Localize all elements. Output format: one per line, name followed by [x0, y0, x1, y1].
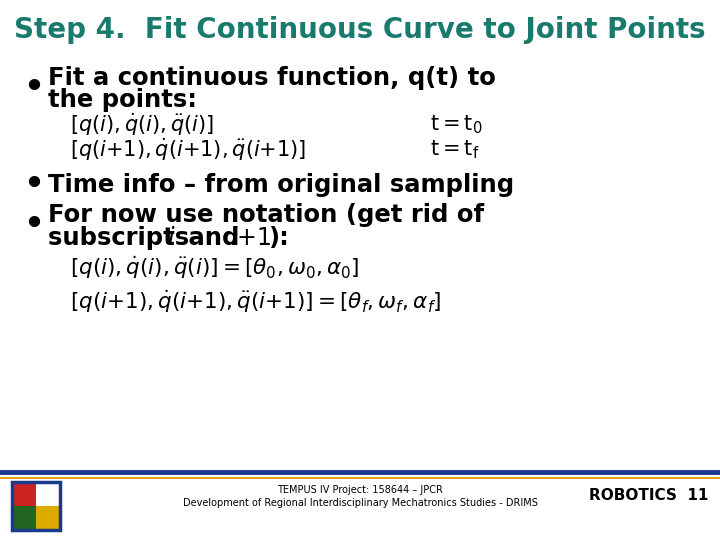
Text: Fit a continuous function, q(t) to: Fit a continuous function, q(t) to	[48, 66, 496, 90]
Text: subscripts: subscripts	[48, 226, 197, 250]
Bar	[36, 506, 60, 530]
Text: •: •	[22, 206, 45, 244]
Text: Development of Regional Interdisciplinary Mechatronics Studies - DRIMS: Development of Regional Interdisciplinar…	[183, 498, 537, 508]
Bar	[12, 482, 60, 530]
Text: ):: ):	[268, 226, 289, 250]
Text: $\mathrm{t{=}t_f}$: $\mathrm{t{=}t_f}$	[430, 139, 480, 161]
Text: ROBOTICS  11: ROBOTICS 11	[589, 489, 708, 503]
Text: $[q(i),\dot{q}(i),\ddot{q}(i)]=[\theta_0,\omega_0,\alpha_0]$: $[q(i),\dot{q}(i),\ddot{q}(i)]=[\theta_0…	[70, 254, 359, 281]
Text: $[q(i{+}1),\dot{q}(i{+}1),\ddot{q}(i{+}1)]$: $[q(i{+}1),\dot{q}(i{+}1),\ddot{q}(i{+}1…	[70, 137, 306, 164]
Text: $\mathrm{t{=}t_0}$: $\mathrm{t{=}t_0}$	[430, 114, 482, 136]
Text: For now use notation (get rid of: For now use notation (get rid of	[48, 203, 484, 227]
Text: Step 4.  Fit Continuous Curve to Joint Points: Step 4. Fit Continuous Curve to Joint Po…	[14, 16, 706, 44]
Text: $[q(i{+}1),\dot{q}(i{+}1),\ddot{q}(i{+}1)]=[\theta_f,\omega_f,\alpha_f]$: $[q(i{+}1),\dot{q}(i{+}1),\ddot{q}(i{+}1…	[70, 288, 441, 315]
Bar	[12, 506, 36, 530]
Text: Time info – from original sampling: Time info – from original sampling	[48, 173, 514, 197]
Text: $i$: $i$	[167, 226, 176, 250]
Text: •: •	[22, 166, 45, 204]
Bar	[36, 482, 60, 506]
Text: TEMPUS IV Project: 158644 – JPCR: TEMPUS IV Project: 158644 – JPCR	[277, 485, 443, 495]
Text: $[q(i),\dot{q}(i),\ddot{q}(i)]$: $[q(i),\dot{q}(i),\ddot{q}(i)]$	[70, 112, 214, 138]
Text: $i{+}1$: $i{+}1$	[230, 226, 271, 250]
Text: the points:: the points:	[48, 88, 197, 112]
Text: and: and	[180, 226, 248, 250]
Bar	[12, 482, 36, 506]
Text: •: •	[22, 69, 45, 107]
